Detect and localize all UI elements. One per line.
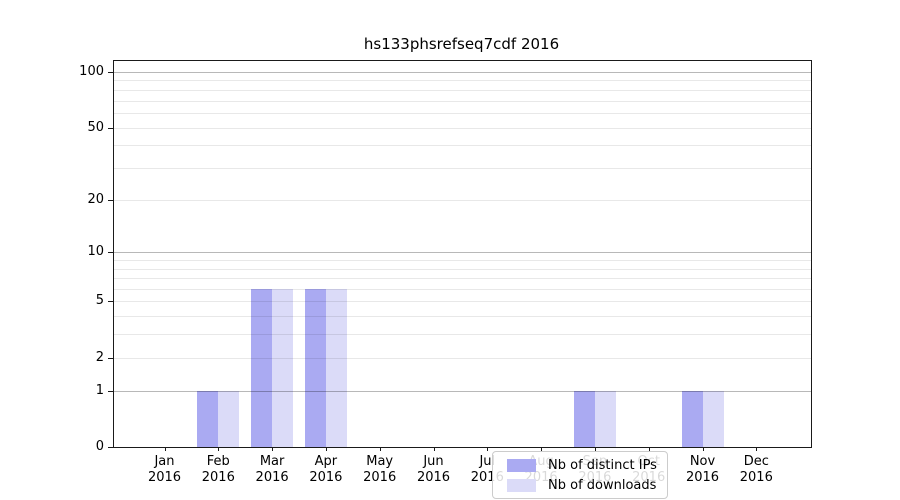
gridline-minor-2 (114, 357, 811, 359)
y-tick-label-2: 2 (95, 349, 104, 365)
y-tick-label-50: 50 (87, 119, 104, 135)
x-tick-month: Mar (259, 454, 285, 469)
x-tick-label-nov: Nov 2016 (671, 454, 735, 486)
x-tick-mark-may (379, 447, 381, 451)
x-tick-year: 2016 (147, 470, 182, 485)
x-tick-month: Nov (689, 454, 716, 469)
gridline-minor-70 (114, 100, 811, 102)
gridline-minor-9 (114, 259, 811, 261)
x-tick-year: 2016 (416, 470, 451, 485)
y-tick-label-5: 5 (95, 293, 104, 309)
plot-area: Nb of distinct IPs Nb of downloads (113, 60, 812, 499)
x-tick-label-may: May 2016 (348, 454, 412, 486)
gridline-minor-5 (114, 301, 811, 303)
gridline-minor-50 (114, 127, 811, 129)
y-tick-mark-5 (108, 301, 113, 303)
gridline-minor-90 (114, 80, 811, 82)
gridline-minor-60 (114, 112, 811, 114)
legend-swatch-distinct-ips (507, 458, 536, 472)
y-tick-label-1: 1 (95, 382, 104, 398)
y-tick-mark-100 (108, 72, 113, 73)
bar-downloads-feb (218, 390, 240, 447)
gridline-minor-20 (114, 199, 811, 201)
gridline-minor-80 (114, 89, 811, 91)
y-tick-mark-20 (108, 199, 113, 201)
x-tick-mark-jul (487, 447, 489, 451)
bar-downloads-mar (272, 288, 294, 447)
x-tick-label-dec: Dec 2016 (724, 454, 788, 486)
bar-downloads-apr (325, 288, 347, 447)
gridline-minor-40 (114, 145, 811, 147)
bar-distinct-ips-apr (304, 288, 326, 447)
legend: Nb of distinct IPs Nb of downloads (492, 451, 668, 499)
x-tick-mark-jun (433, 447, 435, 451)
x-tick-month: Dec (743, 454, 769, 469)
legend-swatch-downloads (507, 478, 536, 492)
bar-distinct-ips-feb (197, 390, 219, 447)
x-tick-month: Jul (479, 454, 496, 469)
x-tick-month: Apr (314, 454, 338, 469)
x-tick-label-feb: Feb 2016 (186, 454, 250, 486)
x-tick-month: Jun (423, 454, 444, 469)
x-tick-label-jun: Jun 2016 (402, 454, 466, 486)
x-tick-month: May (366, 454, 394, 469)
x-tick-year: 2016 (255, 470, 289, 485)
x-tick-label-apr: Apr 2016 (294, 454, 358, 486)
gridline-minor-6 (114, 288, 811, 290)
x-tick-label-jan: Jan 2016 (133, 454, 197, 486)
x-tick-mark-nov (702, 447, 704, 451)
gridline-minor-30 (114, 168, 811, 169)
x-tick-month: Jan (154, 454, 175, 469)
gridline-major-10 (114, 252, 811, 254)
bar-downloads-nov (702, 390, 724, 447)
x-tick-year: 2016 (309, 470, 343, 485)
gridline-major-1 (114, 390, 811, 392)
gridline-minor-3 (114, 334, 811, 336)
bar-distinct-ips-mar (251, 288, 273, 447)
x-tick-year: 2016 (201, 470, 235, 485)
x-tick-mark-mar (272, 447, 274, 451)
x-tick-mark-aug (541, 447, 543, 451)
x-tick-mark-oct (648, 447, 650, 451)
x-tick-label-mar: Mar 2016 (240, 454, 304, 486)
gridline-minor-7 (114, 278, 811, 279)
chart-title: hs133phsrefseq7cdf 2016 (363, 35, 560, 53)
x-tick-year: 2016 (739, 470, 773, 485)
x-tick-year: 2016 (363, 470, 397, 485)
x-tick-mark-sep (594, 447, 596, 451)
x-tick-mark-feb (218, 447, 220, 451)
y-tick-mark-2 (108, 357, 113, 359)
legend-label-distinct-ips: Nb of distinct IPs (548, 457, 657, 473)
legend-item-downloads: Nb of downloads (507, 477, 657, 493)
y-tick-label-0: 0 (95, 439, 104, 454)
x-tick-mark-dec (756, 447, 758, 451)
x-tick-mark-apr (325, 447, 327, 451)
x-tick-month: Feb (206, 454, 230, 469)
gridline-minor-4 (114, 316, 811, 318)
y-tick-mark-50 (108, 127, 113, 129)
bar-distinct-ips-nov (681, 390, 703, 447)
legend-item-distinct-ips: Nb of distinct IPs (507, 457, 657, 473)
y-tick-mark-0 (108, 447, 113, 448)
y-tick-mark-10 (108, 252, 113, 254)
legend-label-downloads: Nb of downloads (548, 477, 657, 493)
y-tick-label-20: 20 (87, 191, 104, 207)
x-tick-year: 2016 (685, 470, 720, 485)
x-tick-mark-jan (164, 447, 166, 451)
gridline-minor-8 (114, 268, 811, 270)
y-tick-label-100: 100 (79, 64, 104, 79)
gridline-major-100 (114, 72, 811, 73)
y-tick-mark-1 (108, 390, 113, 392)
bar-distinct-ips-sep (573, 390, 595, 447)
bar-downloads-sep (594, 390, 616, 447)
y-tick-label-10: 10 (87, 244, 104, 260)
